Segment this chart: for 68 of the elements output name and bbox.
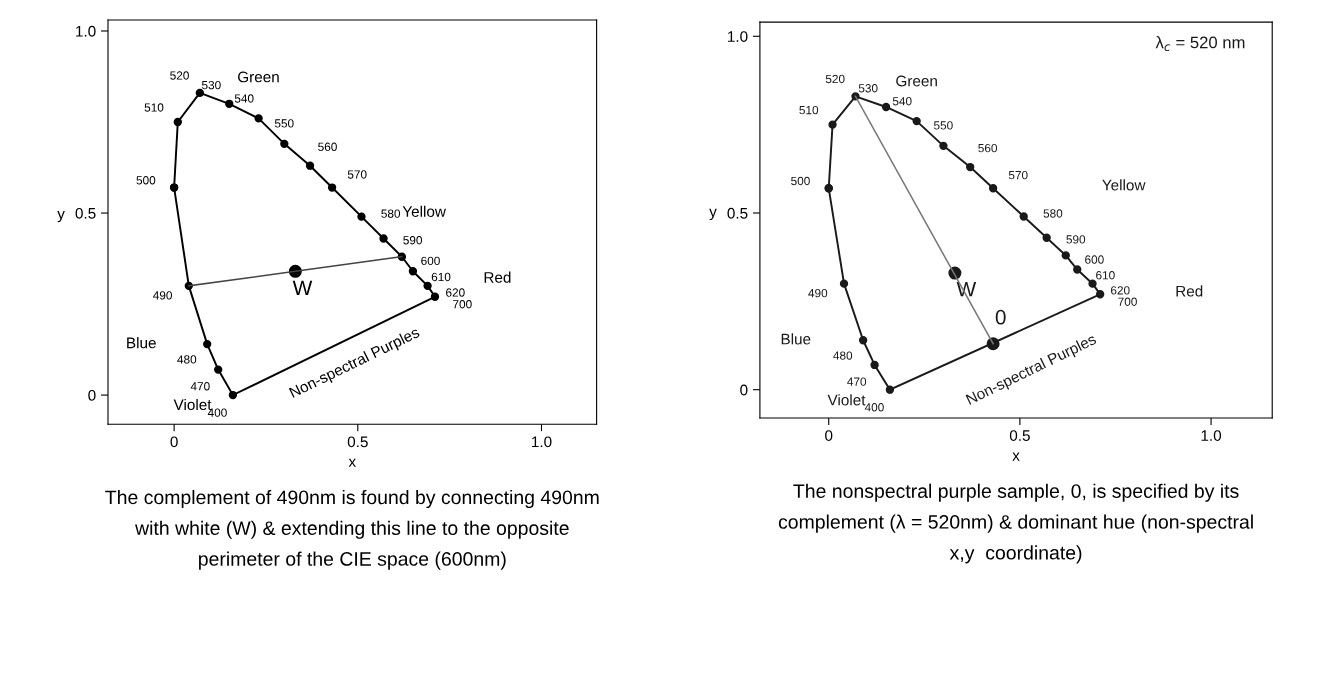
annotation: 570 — [347, 170, 367, 179]
y-tick-label: 1.0 — [76, 25, 96, 37]
annotation: 530 — [201, 80, 221, 90]
annotation: 550 — [933, 121, 953, 130]
annotation: 700 — [1118, 297, 1137, 306]
annotation: 470 — [190, 382, 210, 391]
y-tick-label: 0 — [88, 389, 96, 401]
annotation: 700 — [453, 300, 472, 309]
annotation: 520 — [825, 74, 845, 84]
annotation: 570 — [1008, 170, 1028, 180]
annotation: Green — [238, 71, 279, 83]
text: The nonspectral purple sample, 0, is specified by its complement (λ = 520nm) & dominant hue (non-spectral x,y coordinate) — [778, 483, 1253, 564]
annotation: 510 — [144, 103, 164, 112]
annotation: 600 — [1085, 255, 1104, 264]
annotation: 610 — [1096, 271, 1115, 280]
y-axis-title: y — [709, 208, 717, 221]
annotation: Blue — [781, 333, 811, 345]
annotation: Blue — [127, 337, 156, 349]
annotation: 0 — [995, 309, 1006, 325]
x-axis-title: x — [1012, 452, 1020, 461]
annotation: 530 — [858, 84, 878, 93]
annotation: 490 — [808, 289, 828, 298]
annotation: 510 — [799, 105, 819, 115]
annotation: 400 — [207, 408, 227, 417]
annotation: 620 — [1110, 286, 1130, 295]
y-tick-label: 0 — [740, 384, 748, 396]
annotation: Yellow — [402, 205, 446, 217]
y-tick-label: 0.5 — [727, 207, 748, 219]
annotation: 620 — [446, 288, 465, 297]
annotation: λ$_{c}$ = 520 nm — [1155, 36, 1245, 52]
annotation: Red — [1176, 285, 1203, 297]
annotation: 480 — [177, 355, 197, 364]
annotation: 610 — [431, 272, 451, 282]
annotation: Green — [896, 75, 937, 87]
text: The complement of 490nm is found by connecting 490nm with white (W) & extending this line to the opposite perimeter of the CIE space (600nm) — [105, 489, 599, 570]
annotation: 580 — [381, 209, 401, 218]
annotation: 480 — [833, 351, 853, 360]
annotation: 600 — [421, 256, 440, 266]
y-tick-label: 0.5 — [75, 207, 96, 219]
x-tick-label: 0.5 — [1009, 430, 1030, 441]
x-tick-label: 1.0 — [532, 436, 552, 448]
annotation: 540 — [234, 94, 254, 103]
annotation: 400 — [864, 403, 884, 412]
annotation: 580 — [1043, 209, 1063, 218]
annotation: 560 — [978, 143, 998, 153]
x-axis-title: x — [348, 458, 356, 467]
annotation: Yellow — [1102, 179, 1146, 191]
annotation: W — [292, 280, 313, 296]
x-tick-label: 0 — [170, 436, 178, 448]
x-tick-label: 0 — [825, 430, 833, 441]
annotation: 590 — [1066, 235, 1086, 244]
x-tick-label: 1.0 — [1201, 430, 1222, 441]
annotation: 500 — [791, 176, 810, 186]
annotation: W — [956, 281, 977, 297]
annotation: 560 — [318, 142, 337, 151]
y-axis-title: y — [57, 210, 65, 223]
annotation: Violet — [173, 398, 212, 411]
annotation: 490 — [153, 291, 172, 300]
annotation: 550 — [274, 119, 294, 128]
annotation: Red — [484, 271, 511, 283]
x-tick-label: 0.5 — [347, 436, 368, 448]
annotation: 500 — [136, 176, 156, 185]
annotation: 520 — [170, 71, 189, 80]
annotation: 470 — [847, 377, 867, 386]
y-tick-label: 1.0 — [728, 31, 748, 42]
annotation: 540 — [892, 97, 912, 106]
annotation: 590 — [403, 236, 423, 245]
annotation: Violet — [827, 394, 866, 406]
